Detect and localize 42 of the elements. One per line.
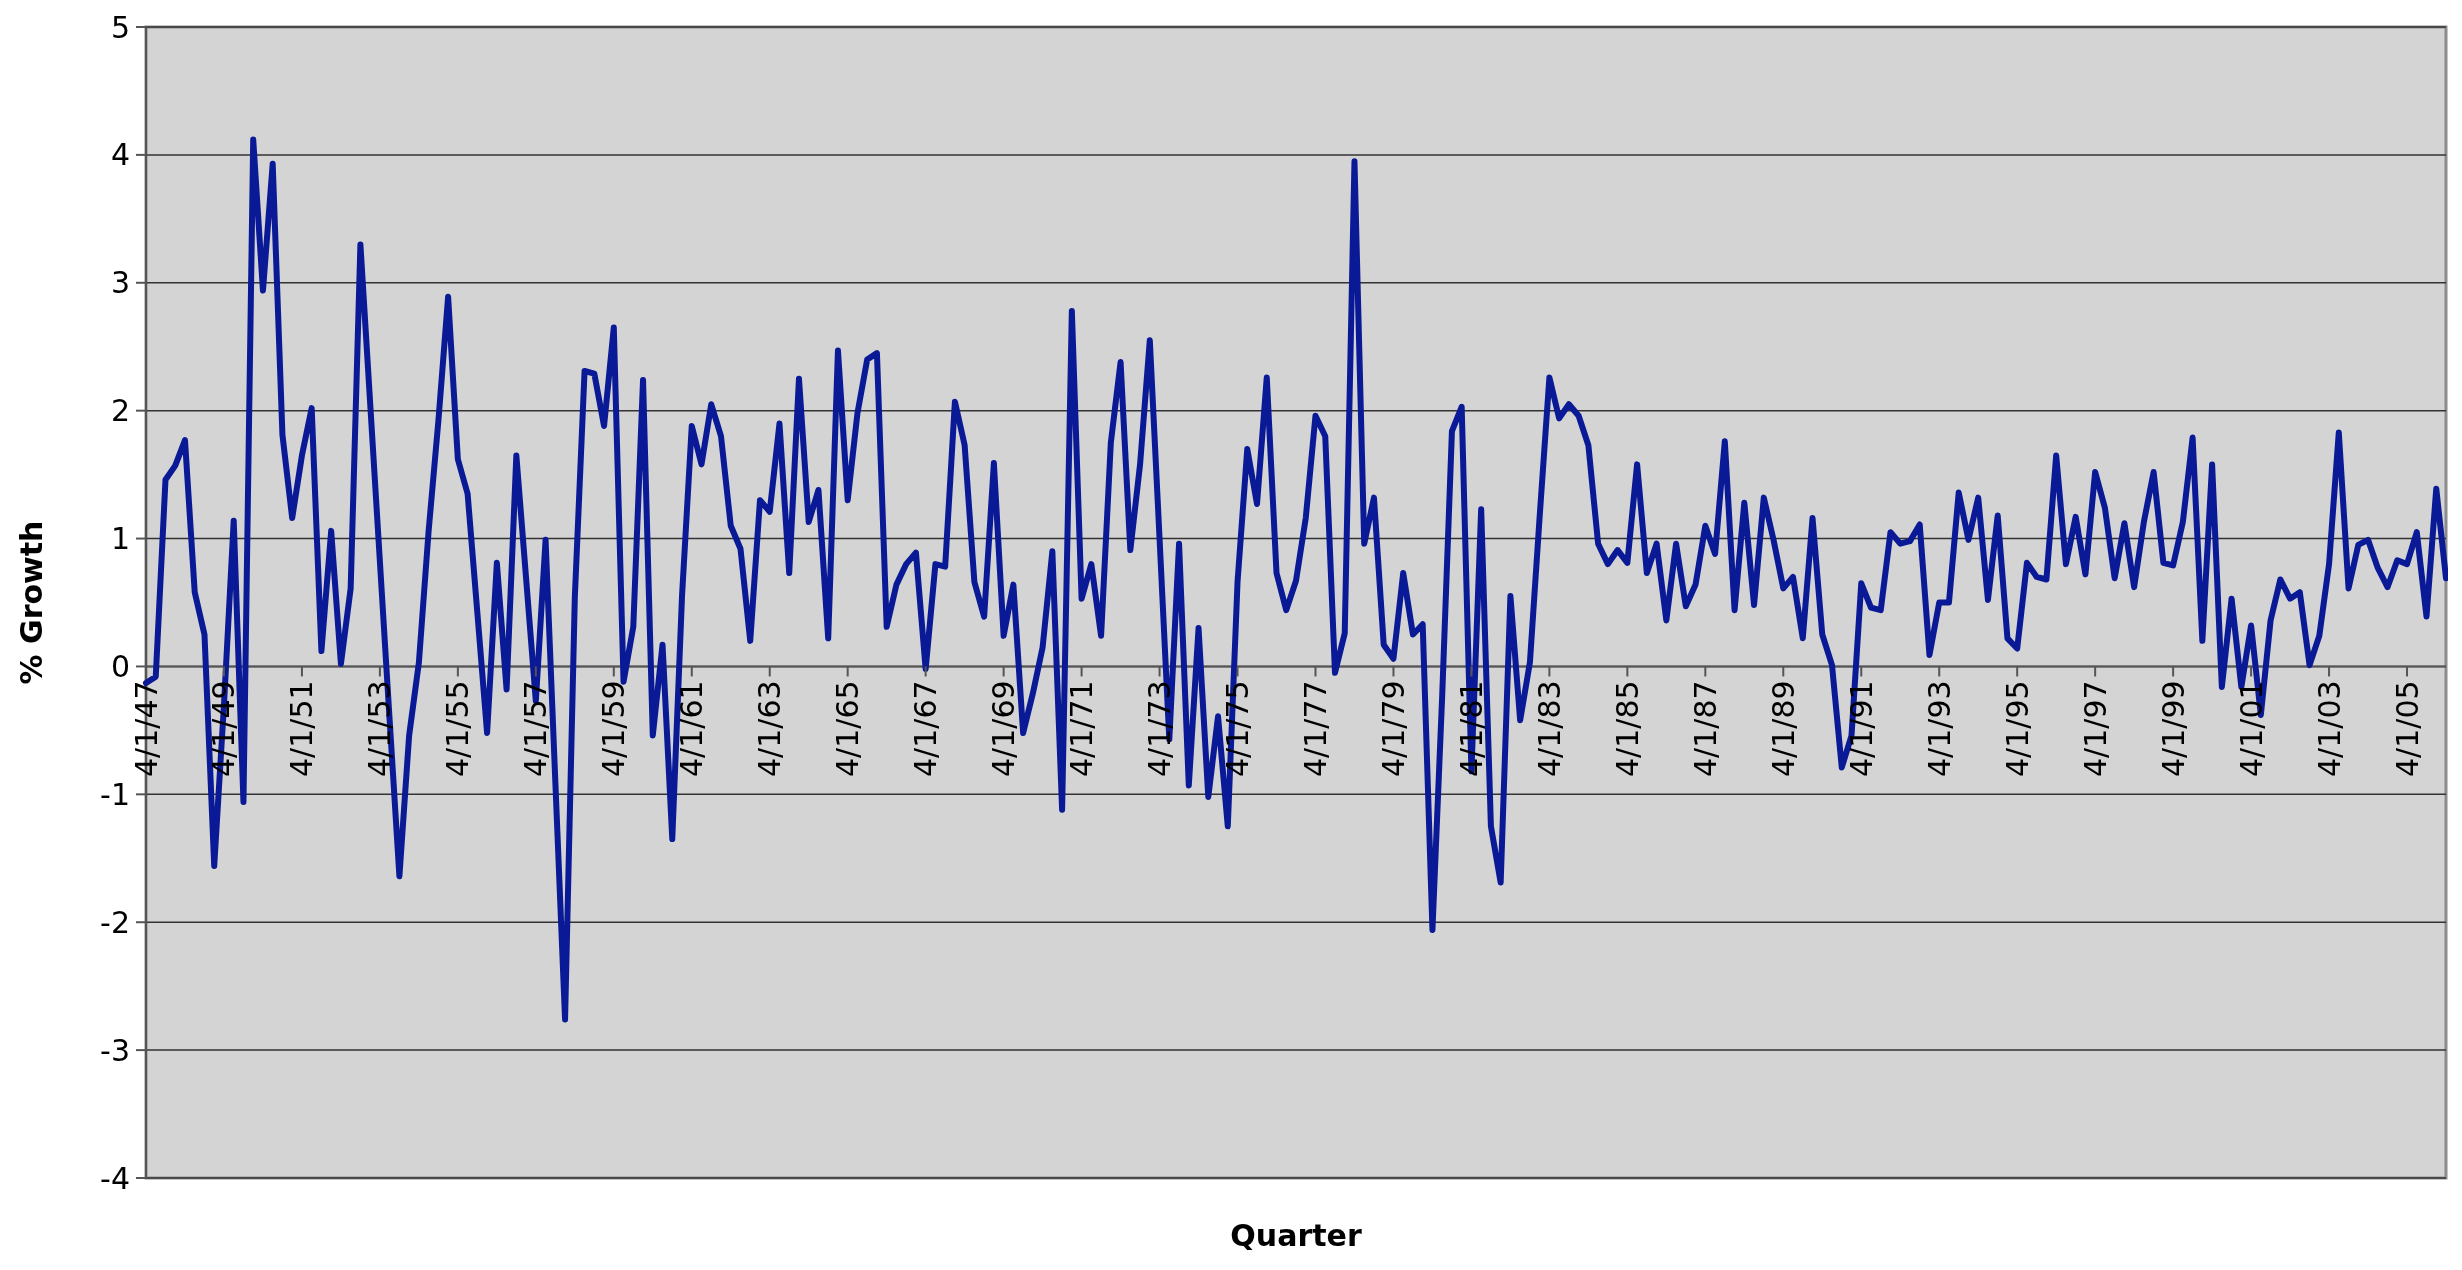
x-tick-label: 4/1/69 — [986, 680, 1022, 778]
x-tick-label: 4/1/77 — [1297, 680, 1333, 778]
x-tick-label: 4/1/61 — [674, 680, 710, 778]
x-axis-title: Quarter — [1230, 1218, 1362, 1253]
y-tick-label: 2 — [110, 393, 130, 429]
x-tick-label: 4/1/67 — [908, 680, 944, 778]
x-tick-label: 4/1/01 — [2233, 680, 2269, 778]
y-tick-label: -4 — [100, 1160, 130, 1196]
x-tick-label: 4/1/99 — [2155, 680, 2191, 778]
x-tick-label: 4/1/91 — [1843, 680, 1879, 778]
x-tick-label: 4/1/51 — [284, 680, 320, 778]
x-tick-label: 4/1/03 — [2311, 680, 2347, 778]
y-tick-label: -3 — [100, 1032, 130, 1068]
x-tick-label: 4/1/71 — [1064, 680, 1100, 778]
x-tick-label: 4/1/81 — [1453, 680, 1489, 778]
x-tick-label: 4/1/57 — [518, 680, 554, 778]
y-tick-label: -1 — [100, 776, 130, 812]
x-tick-label: 4/1/55 — [440, 680, 476, 778]
y-axis-title: % Growth — [14, 520, 49, 685]
x-tick-label: 4/1/89 — [1765, 680, 1801, 778]
y-tick-label: 1 — [110, 521, 130, 557]
x-tick-label: 4/1/87 — [1687, 680, 1723, 778]
y-tick-label: 4 — [110, 137, 130, 173]
y-tick-label: 0 — [110, 648, 130, 684]
x-tick-label: 4/1/05 — [2389, 680, 2425, 778]
x-tick-label: 4/1/53 — [362, 680, 398, 778]
x-tick-label: 4/1/63 — [752, 680, 788, 778]
x-tick-label: 4/1/75 — [1220, 680, 1256, 778]
x-tick-label: 4/1/73 — [1142, 680, 1178, 778]
x-tick-label: 4/1/85 — [1609, 680, 1645, 778]
y-tick-label: 5 — [110, 9, 130, 45]
x-tick-label: 4/1/95 — [1999, 680, 2035, 778]
y-tick-label: 3 — [110, 265, 130, 301]
x-tick-label: 4/1/97 — [2077, 680, 2113, 778]
x-tick-label: 4/1/79 — [1375, 680, 1411, 778]
x-tick-label: 4/1/93 — [1921, 680, 1957, 778]
x-tick-label: 4/1/47 — [128, 680, 164, 778]
x-tick-label: 4/1/65 — [830, 680, 866, 778]
x-tick-label: 4/1/83 — [1531, 680, 1567, 778]
y-tick-label: -2 — [100, 904, 130, 940]
x-tick-label: 4/1/49 — [206, 680, 242, 778]
x-tick-label: 4/1/59 — [596, 680, 632, 778]
